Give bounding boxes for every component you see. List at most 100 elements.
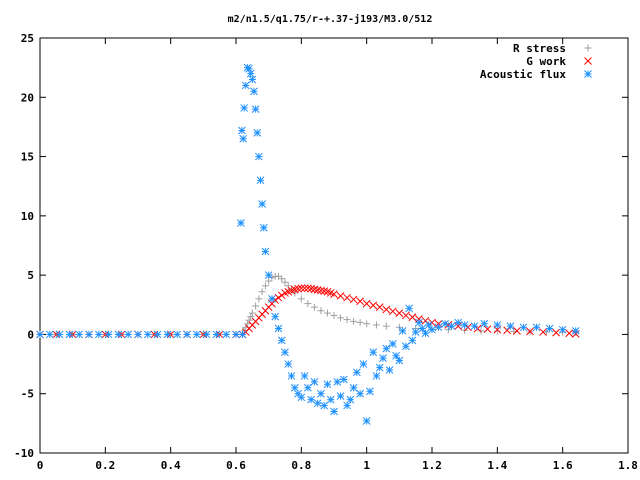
marks bbox=[36, 63, 580, 425]
data-point bbox=[255, 295, 263, 303]
data-point bbox=[558, 325, 567, 334]
data-point bbox=[294, 284, 302, 293]
data-point bbox=[310, 285, 319, 294]
data-point bbox=[243, 320, 251, 328]
data-point bbox=[310, 303, 318, 311]
data-point bbox=[278, 275, 286, 283]
data-point bbox=[356, 319, 364, 327]
data-point bbox=[202, 330, 211, 339]
data-point bbox=[287, 372, 296, 380]
data-point bbox=[326, 395, 335, 404]
data-point bbox=[343, 316, 351, 324]
data-point bbox=[45, 330, 54, 339]
legend-marker bbox=[584, 70, 592, 78]
data-point bbox=[362, 417, 371, 425]
data-point bbox=[369, 301, 378, 310]
data-point bbox=[281, 278, 289, 286]
data-point bbox=[363, 320, 371, 328]
data-point bbox=[493, 327, 501, 335]
data-point bbox=[297, 393, 306, 402]
data-point bbox=[366, 387, 374, 396]
data-point bbox=[307, 395, 315, 404]
legend-marker bbox=[584, 57, 592, 65]
data-point bbox=[379, 354, 387, 362]
data-point bbox=[382, 344, 391, 353]
data-point bbox=[238, 330, 247, 339]
data-point bbox=[349, 295, 358, 304]
data-point bbox=[65, 330, 74, 339]
data-point bbox=[392, 351, 400, 360]
data-point bbox=[349, 383, 358, 392]
data-point bbox=[388, 307, 397, 316]
axes: 0 0.2 0.4 0.6 0.8 1 1.2 1.4 1.6 1.8 -10 -5 0 5 10 15 20 2… bbox=[14, 32, 638, 472]
legend-label: G work bbox=[526, 55, 566, 68]
data-point bbox=[408, 313, 417, 322]
data-point bbox=[369, 348, 378, 357]
data-point bbox=[441, 319, 449, 328]
data-point bbox=[265, 277, 273, 285]
data-point bbox=[398, 327, 407, 335]
data-point bbox=[323, 380, 332, 389]
y-tick-label: 5 bbox=[27, 269, 34, 282]
data-point bbox=[237, 219, 245, 227]
data-point bbox=[513, 327, 521, 335]
data-point bbox=[251, 105, 260, 113]
data-point bbox=[382, 305, 391, 314]
data-point bbox=[304, 383, 312, 392]
data-point bbox=[320, 401, 329, 410]
data-point bbox=[337, 314, 345, 322]
data-point bbox=[247, 313, 255, 321]
data-point bbox=[330, 290, 338, 298]
y-tick-label: 10 bbox=[21, 210, 34, 223]
data-point bbox=[359, 360, 368, 368]
series-acoustic-flux bbox=[36, 63, 580, 425]
data-point bbox=[300, 372, 309, 380]
y-tick-label: -10 bbox=[14, 447, 34, 460]
data-point bbox=[454, 322, 462, 330]
data-point bbox=[317, 286, 325, 295]
data-point bbox=[284, 282, 292, 290]
data-point bbox=[307, 284, 315, 293]
data-point bbox=[402, 311, 410, 320]
y-tick-label: -5 bbox=[21, 388, 34, 401]
data-point bbox=[256, 176, 265, 185]
data-point bbox=[246, 69, 255, 78]
data-point bbox=[385, 366, 394, 374]
data-point bbox=[545, 324, 554, 333]
data-point bbox=[470, 322, 479, 330]
data-point bbox=[143, 330, 152, 339]
y-tick-label: 20 bbox=[21, 91, 34, 104]
data-point bbox=[408, 336, 417, 345]
data-point bbox=[395, 309, 404, 317]
data-point bbox=[395, 356, 404, 365]
data-point bbox=[55, 330, 64, 339]
data-point bbox=[250, 87, 258, 96]
data-point bbox=[258, 288, 266, 296]
data-point bbox=[274, 324, 283, 333]
data-point bbox=[238, 126, 246, 135]
data-point bbox=[336, 392, 345, 400]
x-tick-label: 1.8 bbox=[618, 459, 638, 472]
data-point bbox=[421, 329, 430, 338]
data-point bbox=[277, 291, 286, 300]
data-point bbox=[271, 312, 280, 321]
data-point bbox=[460, 321, 469, 329]
data-point bbox=[134, 330, 142, 339]
data-point bbox=[261, 282, 269, 290]
data-point bbox=[477, 327, 485, 335]
data-point bbox=[85, 330, 93, 339]
y-tick-label: 15 bbox=[21, 151, 34, 164]
data-point bbox=[255, 152, 263, 161]
plot-frame bbox=[39, 37, 629, 454]
data-point bbox=[252, 302, 260, 310]
data-point bbox=[222, 330, 231, 339]
data-point bbox=[526, 327, 534, 336]
data-point bbox=[239, 134, 248, 143]
legend-label: R stress bbox=[513, 42, 566, 55]
chart-title: m2/n1.5/q1.75/r-+.37-j193/M3.0/512 bbox=[228, 13, 433, 25]
x-tick-label: 0 bbox=[37, 459, 44, 472]
data-point bbox=[268, 295, 276, 303]
data-point bbox=[297, 284, 306, 293]
data-point bbox=[454, 318, 462, 327]
